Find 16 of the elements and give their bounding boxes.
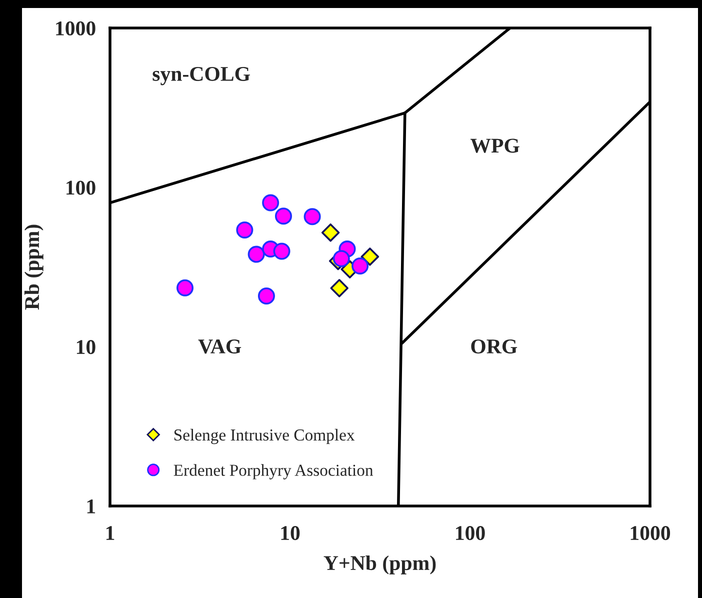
y-tick-label: 10 [76, 340, 96, 354]
annotation: VAG [198, 339, 242, 354]
legend-label: Selenge Intrusive Complex [174, 428, 355, 444]
annotation: WPG [470, 138, 520, 153]
x-tick-label: 1 [106, 526, 114, 540]
x-axis-title: Y+Nb (ppm) [324, 555, 436, 574]
annotation: ORG [471, 339, 518, 354]
x-tick-label: 100 [456, 526, 485, 540]
x-tick-label: 1000 [630, 526, 670, 540]
y-tick-label: 100 [66, 180, 96, 195]
x-tick-label: 10 [281, 526, 300, 540]
y-axis-title: Rb (ppm) [24, 224, 44, 310]
legend-label: Erdenet Porphyry Association [174, 464, 374, 480]
y-tick-label: 1000 [56, 21, 96, 36]
annotation: syn-COLG [152, 66, 250, 86]
y-tick-label: 1 [87, 499, 96, 514]
